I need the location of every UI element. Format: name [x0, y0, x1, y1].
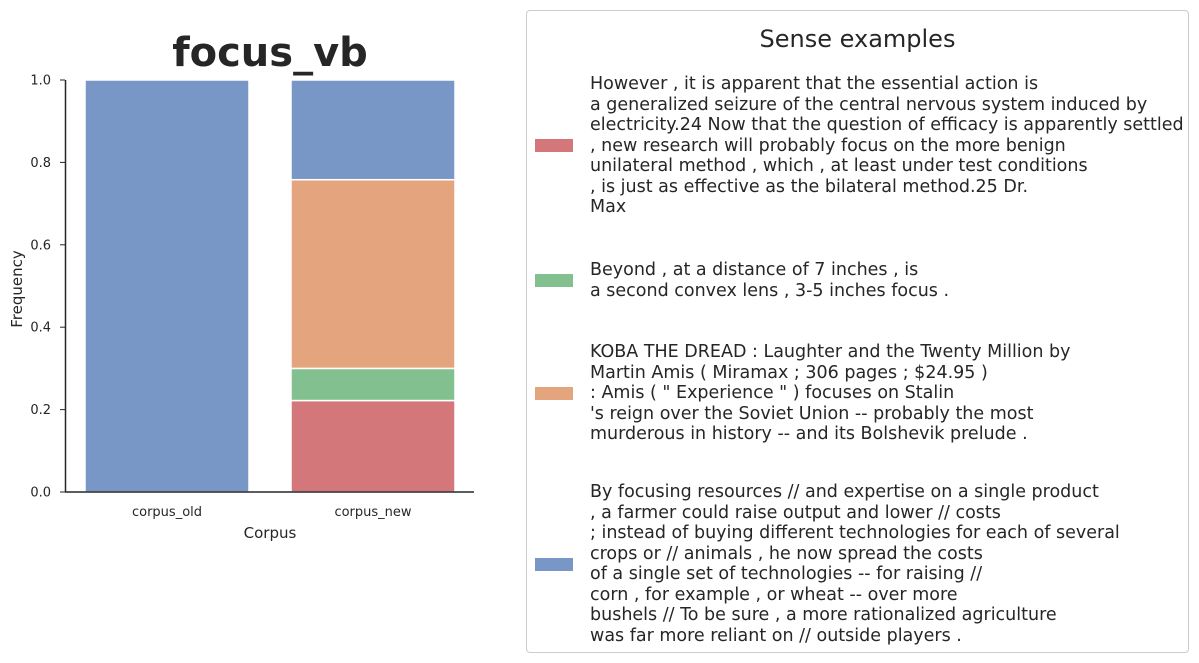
- legend-swatch: [535, 386, 573, 400]
- y-tick-label: 0.2: [30, 403, 51, 418]
- y-tick-label: 0.0: [30, 486, 51, 501]
- legend-text-line: Max: [590, 197, 627, 217]
- stacked-bar-chart: focus_vb 0.00.20.40.60.81.0 corpus_old co…: [8, 30, 474, 542]
- bar-corpus_new-segment-1: [290, 367, 456, 402]
- legend-text-line: a generalized seizure of the central ner…: [590, 94, 1148, 115]
- y-tick-label: 0.6: [30, 238, 51, 253]
- y-tick-label: 0.8: [30, 156, 51, 171]
- bar-corpus_new-segment-0: [290, 399, 456, 493]
- legend: Sense examples However , it is apparent …: [526, 10, 1189, 653]
- legend-text-line: KOBA THE DREAD : Laughter and the Twenty…: [590, 342, 1071, 362]
- legend-text-line: a second convex lens , 3-5 inches focus …: [590, 280, 950, 301]
- bar-corpus_new-segment-2: [290, 178, 456, 370]
- legend-title: Sense examples: [759, 25, 956, 53]
- legend-swatch: [535, 274, 573, 287]
- legend-text-line: , a farmer could raise output and lower …: [590, 502, 1001, 523]
- legend-text-line: crops or // animals , he now spread the …: [590, 543, 983, 564]
- legend-text-line: unilateral method , which , at least und…: [590, 156, 1088, 176]
- legend-text: However , it is apparent that the essent…: [590, 74, 1184, 218]
- bars-layer: [84, 79, 456, 493]
- legend-text-line: By focusing resources // and expertise o…: [590, 482, 1099, 502]
- legend-text-line: However , it is apparent that the essent…: [590, 74, 1039, 94]
- legend-text: Beyond , at a distance of 7 inches , is a…: [590, 260, 949, 301]
- y-tick-label: 1.0: [30, 74, 51, 89]
- legend-text-line: Martin Amis ( Miramax ; 306 pages ; $24.…: [590, 362, 988, 383]
- legend-text-line: was far more reliant on // outside playe…: [590, 625, 962, 646]
- x-axis-label: Corpus: [244, 524, 297, 542]
- x-tick-label: corpus_new: [334, 505, 411, 520]
- legend-text-line: , is just as effective as the bilateral …: [590, 176, 1029, 197]
- legend-swatch: [535, 557, 573, 571]
- legend-text: KOBA THE DREAD : Laughter and the Twenty…: [590, 342, 1071, 445]
- legend-text-line: , new research will probably focus on th…: [590, 135, 1066, 156]
- legend-text: By focusing resources // and expertise o…: [590, 482, 1120, 646]
- legend-text-line: corn , for example , or wheat -- over mo…: [590, 584, 958, 605]
- legend-text-line: of a single set of technologies -- for r…: [590, 564, 983, 584]
- legend-text-line: ; instead of buying different technologi…: [590, 523, 1120, 543]
- x-tick-label: corpus_old: [132, 505, 202, 520]
- bar-corpus_new-segment-3: [290, 79, 456, 181]
- y-axis-label: Frequency: [8, 250, 26, 328]
- legend-text-line: : Amis ( " Experience " ) focuses on Sta…: [590, 383, 955, 403]
- y-ticks: 0.0 0.2 0.4 0.6 0.8 1.0: [30, 74, 65, 501]
- legend-text-line: bushels // To be sure , a more rationali…: [590, 605, 1057, 625]
- chart-title: focus_vb: [172, 30, 368, 76]
- x-ticks: corpus_old corpus_new: [132, 505, 412, 520]
- bar-corpus_old-segment-3: [84, 79, 250, 493]
- legend-text-line: murderous in history -- and its Bolshevi…: [590, 424, 1028, 444]
- y-tick-label: 0.4: [30, 321, 51, 336]
- legend-text-line: 's reign over the Soviet Union -- probab…: [590, 403, 1034, 424]
- legend-text-line: Beyond , at a distance of 7 inches , is: [590, 260, 919, 280]
- legend-text-line: electricity.24 Now that the question of …: [590, 115, 1184, 135]
- legend-swatch: [535, 139, 573, 153]
